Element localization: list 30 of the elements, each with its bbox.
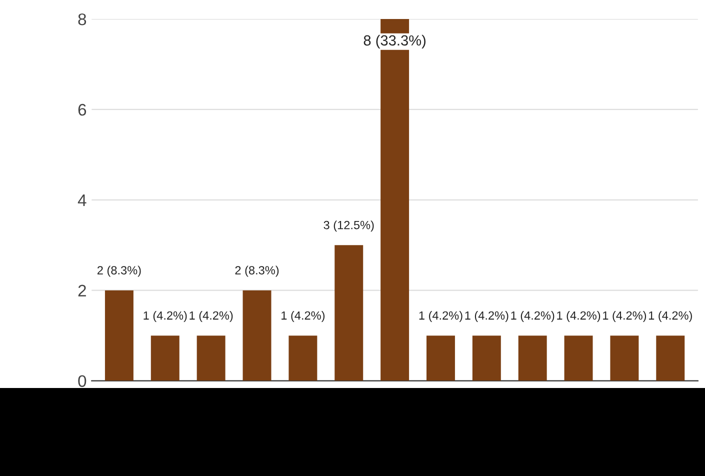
data-label: 1 (4.2%) bbox=[465, 311, 508, 322]
data-label: 1 (4.2%) bbox=[511, 311, 554, 322]
bar bbox=[518, 336, 547, 381]
bar bbox=[104, 290, 134, 381]
y-tick-label: 2 bbox=[78, 284, 86, 296]
bar bbox=[288, 336, 318, 381]
data-label: 1 (4.2%) bbox=[603, 311, 646, 322]
y-tick-label: 6 bbox=[78, 104, 86, 116]
data-label: 8 (33.3%) bbox=[364, 34, 426, 48]
y-tick-label: 0 bbox=[78, 375, 86, 388]
data-label: 2 (8.3%) bbox=[235, 266, 279, 277]
bar bbox=[334, 245, 364, 381]
bar bbox=[656, 336, 685, 381]
y-tick-label: 4 bbox=[78, 194, 86, 206]
y-tick-label: 8 bbox=[78, 13, 86, 26]
data-label: 1 (4.2%) bbox=[144, 311, 187, 322]
data-label: 3 (12.5%) bbox=[324, 220, 374, 232]
bar bbox=[426, 336, 455, 381]
data-label: 1 (4.2%) bbox=[648, 311, 692, 322]
bar bbox=[564, 336, 593, 381]
data-label: 1 (4.2%) bbox=[557, 311, 600, 322]
bar bbox=[196, 336, 226, 381]
data-label: 1 (4.2%) bbox=[190, 311, 233, 322]
bar bbox=[472, 336, 501, 381]
data-label: 1 (4.2%) bbox=[419, 311, 462, 322]
data-label: 1 (4.2%) bbox=[282, 311, 325, 322]
bar bbox=[150, 336, 180, 381]
bar bbox=[242, 290, 272, 381]
data-label: 2 (8.3%) bbox=[97, 266, 141, 277]
bar bbox=[610, 336, 639, 381]
